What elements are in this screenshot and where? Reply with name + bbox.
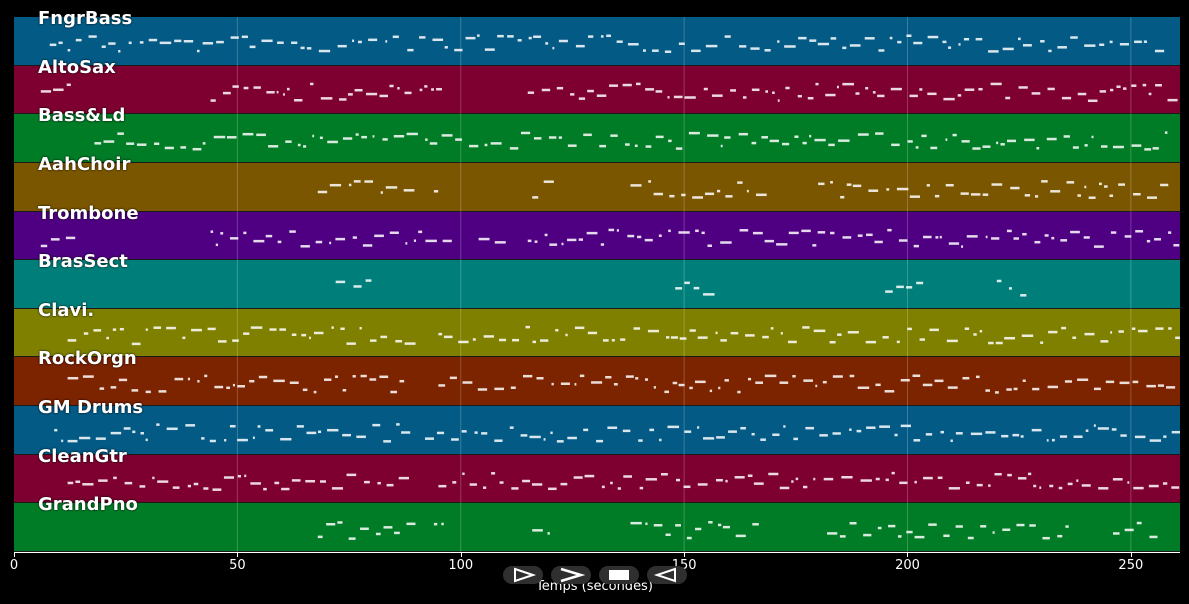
x-tick-label: 100	[448, 558, 474, 573]
track-name: BrasSect	[38, 251, 128, 273]
track-name: Bass&Ld	[38, 105, 126, 127]
x-tick	[684, 552, 686, 557]
track-name: CleanGtr	[38, 445, 127, 467]
track-cleangtr: CleanGtr	[14, 446, 1180, 504]
track-name: Trombone	[38, 202, 139, 224]
track-grandpno: GrandPno	[14, 494, 1180, 552]
track-name: AahChoir	[38, 153, 131, 175]
rewind-button[interactable]	[647, 566, 687, 584]
track-altosax: AltoSax	[14, 57, 1180, 115]
track-name: GrandPno	[38, 494, 138, 516]
track-name: FngrBass	[38, 8, 133, 29]
x-tick	[907, 552, 909, 557]
stop-icon	[609, 570, 629, 580]
x-tick-label: 0	[9, 558, 19, 573]
x-axis-label: Temps (secondes)	[536, 579, 653, 594]
track-aahchoir: AahChoir	[14, 154, 1180, 212]
play-icon	[560, 567, 586, 583]
x-tick-label: 250	[1118, 558, 1144, 573]
x-tick	[14, 552, 15, 557]
stop-button[interactable]	[599, 566, 639, 584]
piano-roll: FngrBass AltoSax Bass&Ld AahChoir Trombone Br…	[14, 8, 1180, 552]
x-axis	[14, 552, 1180, 553]
track-bass-ld: Bass&Ld	[14, 105, 1180, 163]
play-button[interactable]	[551, 566, 591, 584]
track-name: RockOrgn	[38, 348, 137, 370]
x-tick	[237, 552, 239, 557]
track-brassect: BrasSect	[14, 251, 1180, 309]
track-name: AltoSax	[38, 56, 116, 78]
x-tick	[460, 552, 462, 557]
track-name: Clavi.	[38, 299, 95, 321]
track-trombone: Trombone	[14, 203, 1180, 261]
track-name: GM Drums	[38, 397, 144, 419]
track-gm-drums: GM Drums	[14, 397, 1180, 455]
x-tick-label: 200	[895, 558, 920, 573]
track-clavi-: Clavi.	[14, 300, 1180, 358]
rewind-icon	[653, 567, 676, 583]
play-outline-icon	[514, 567, 537, 583]
play-from-start-button[interactable]	[503, 566, 543, 584]
track-rockorgn: RockOrgn	[14, 348, 1180, 407]
track-fngrbass: FngrBass	[14, 8, 1180, 66]
x-tick	[1130, 552, 1132, 557]
x-tick-label: 50	[229, 558, 246, 573]
